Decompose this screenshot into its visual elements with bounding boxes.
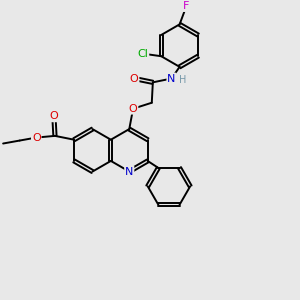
Text: O: O bbox=[129, 104, 137, 114]
Text: O: O bbox=[50, 111, 58, 121]
Text: N: N bbox=[125, 167, 134, 177]
Text: Cl: Cl bbox=[137, 49, 148, 59]
Text: O: O bbox=[32, 133, 40, 142]
Text: F: F bbox=[183, 1, 190, 11]
Text: H: H bbox=[179, 75, 186, 85]
Text: O: O bbox=[130, 74, 139, 83]
Text: N: N bbox=[167, 74, 176, 83]
